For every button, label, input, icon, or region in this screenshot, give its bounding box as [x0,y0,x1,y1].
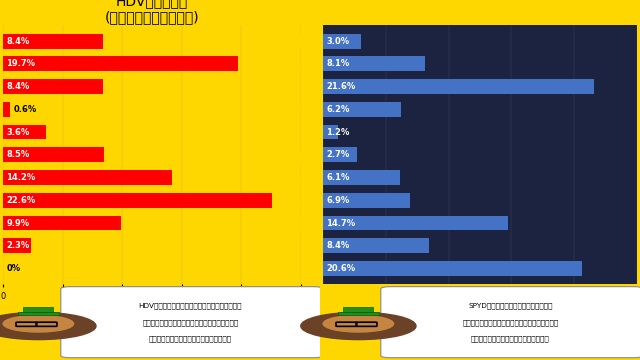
Text: 0.6%: 0.6% [13,105,36,114]
FancyBboxPatch shape [338,312,379,315]
Text: コロナショック時は大きく下落しました: コロナショック時は大きく下落しました [471,336,550,342]
Bar [3,238,31,253]
Text: 2023/10/06時点: 2023/10/06時点 [588,295,637,301]
Text: 1.2%: 1.2% [326,127,349,136]
Text: 8.4%: 8.4% [6,37,29,46]
Text: ロシアのウクライナ侵攻時には大きく上昇: ロシアのウクライナ侵攻時には大きく上昇 [149,336,232,342]
Text: 8.4%: 8.4% [326,241,349,250]
Circle shape [3,315,74,332]
Bar [323,193,410,208]
Text: 22.6%: 22.6% [6,196,35,205]
Bar [3,193,272,208]
Bar [323,34,361,49]
Text: 2023/10/14時点: 2023/10/14時点 [252,295,301,301]
Text: 6.1%: 6.1% [326,173,349,182]
Text: 0%: 0% [6,264,20,273]
FancyBboxPatch shape [23,307,54,312]
Bar [3,57,237,71]
Text: 6.9%: 6.9% [326,196,349,205]
Bar [3,34,103,49]
Bar [323,102,401,117]
Text: HDVはヘルスケア・エネルギーセクターが主です: HDVはヘルスケア・エネルギーセクターが主です [139,302,242,309]
Text: 2.7%: 2.7% [326,150,349,159]
Bar [323,125,339,139]
FancyBboxPatch shape [381,287,640,358]
Title: HDVの構成概要
(セクター別の構成比率): HDVの構成概要 (セクター別の構成比率) [105,0,199,24]
Circle shape [0,312,96,339]
Bar [323,261,582,276]
Text: 14.2%: 14.2% [6,173,35,182]
Text: 高配当をメインで組み込むため、構成は偏ります: 高配当をメインで組み込むため、構成は偏ります [462,319,559,325]
Text: 20.6%: 20.6% [326,264,355,273]
Bar [323,79,594,94]
Text: 8.1%: 8.1% [326,59,349,68]
Text: 3.0%: 3.0% [326,37,349,46]
Text: SPYDは金融・不動産セクターが主です: SPYDは金融・不動産セクターが主です [468,302,553,309]
Text: 8.5%: 8.5% [6,150,29,159]
Bar [3,216,121,230]
Text: 9.9%: 9.9% [6,219,29,228]
Bar [3,147,104,162]
FancyBboxPatch shape [343,307,374,312]
Bar [3,102,10,117]
Bar [3,125,46,139]
Text: 6.2%: 6.2% [326,105,349,114]
Text: 21.6%: 21.6% [326,82,356,91]
Text: 3.6%: 3.6% [6,127,29,136]
Circle shape [301,312,416,339]
Bar [323,238,429,253]
Bar [323,147,357,162]
Bar [3,79,103,94]
Text: 14.7%: 14.7% [326,219,355,228]
FancyBboxPatch shape [61,287,323,358]
Bar [323,216,508,230]
Bar [323,170,400,185]
FancyBboxPatch shape [18,312,60,315]
Bar [3,170,172,185]
Text: 8.4%: 8.4% [6,82,29,91]
Text: 2.3%: 2.3% [6,241,29,250]
Circle shape [323,315,394,332]
Text: 19.7%: 19.7% [6,59,35,68]
Title: SPYDの構成概要
(セクター別の構成比率): SPYDの構成概要 (セクター別の構成比率) [433,0,527,24]
Bar [323,57,425,71]
Text: 企業の財務健全性を重視しインフレや有事に強い: 企業の財務健全性を重視しインフレや有事に強い [142,319,239,325]
